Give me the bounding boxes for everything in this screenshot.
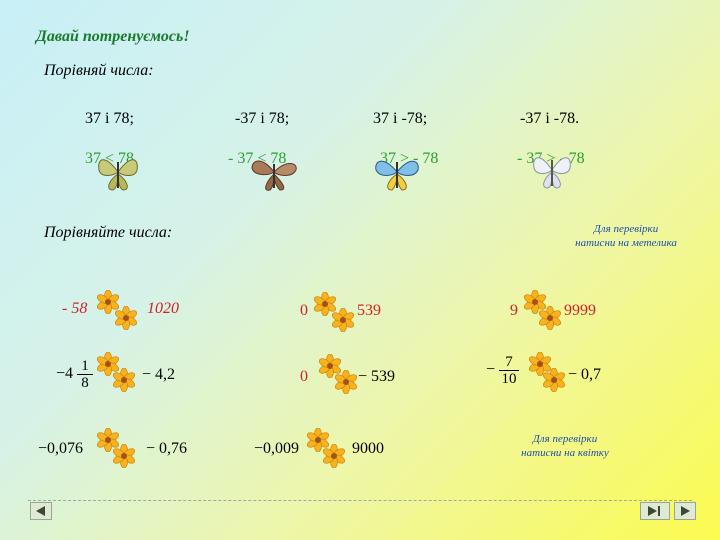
row2-a-right: − 4,2: [142, 366, 176, 383]
flower-icon[interactable]: [114, 306, 138, 330]
flower-icon[interactable]: [542, 368, 566, 392]
hint-flower-line-2: натисни на квітку: [521, 447, 609, 459]
pair-2: -37 і 78;: [235, 110, 290, 127]
hint-flower-line-1: Для перевірки: [532, 433, 598, 445]
row1-c-left: 9: [510, 302, 518, 319]
row1-b-right: 539: [357, 302, 381, 319]
pair-3: 37 і -78;: [373, 110, 428, 127]
row2-b-left: 0: [300, 368, 308, 385]
row2-c-den: 10: [501, 371, 517, 387]
nav-end-icon: [648, 506, 660, 516]
answer-2: - 37 < 78: [228, 150, 287, 167]
row3-b-left: −0,009: [254, 440, 300, 457]
flower-icon[interactable]: [322, 444, 346, 468]
row2-c-num: 7: [505, 354, 513, 370]
nav-prev-button[interactable]: [30, 502, 52, 520]
flower-icon[interactable]: [334, 370, 358, 394]
row3-a-left: −0,076: [38, 440, 84, 457]
hint-butterfly-line-1: Для перевірки: [593, 223, 659, 235]
flower-icon[interactable]: [112, 444, 136, 468]
answer-3: 37 > - 78: [380, 150, 439, 167]
flower-icon[interactable]: [331, 308, 355, 332]
nav-end-button[interactable]: [640, 502, 670, 520]
hint-butterfly-line-2: натисни на метелика: [575, 237, 677, 249]
row2-a-left: −4 1 8: [56, 358, 94, 391]
row2-c-minus: −: [486, 361, 496, 379]
answer-1: 37 < 78: [85, 150, 135, 167]
pair-4: -37 і -78.: [520, 110, 580, 127]
nav-next-icon: [681, 506, 690, 516]
butterfly-icon[interactable]: [372, 152, 422, 194]
row1-b-left: 0: [300, 302, 308, 319]
row2-b-right: − 539: [358, 368, 396, 385]
hint-flower: Для перевірки натисни на квітку: [502, 432, 628, 460]
page-title: Давай потренуємось!: [36, 28, 190, 45]
butterfly-icon[interactable]: [530, 150, 574, 192]
nav-next-button[interactable]: [674, 502, 696, 520]
row2-a-den: 8: [81, 375, 89, 391]
bottom-divider: [28, 500, 692, 501]
row1-a-left: - 58: [62, 300, 88, 317]
pair-1: 37 і 78;: [85, 110, 134, 127]
hint-butterfly: Для перевірки натисни на метелика: [558, 222, 694, 250]
flower-icon[interactable]: [112, 368, 136, 392]
row2-a-whole: −4: [56, 365, 74, 383]
compare-prompt-1: Порівняй числа:: [44, 62, 154, 79]
flower-icon[interactable]: [538, 306, 562, 330]
nav-prev-icon: [36, 506, 45, 516]
row2-a-fraction: 1 8: [77, 358, 94, 391]
row1-a-right: 1020: [147, 300, 179, 317]
row2-a-num: 1: [81, 358, 89, 374]
butterfly-icon[interactable]: [95, 152, 141, 194]
row1-c-right: 9999: [564, 302, 596, 319]
row2-c-left: − 7 10: [486, 354, 520, 387]
row2-c-right: − 0,7: [568, 366, 602, 383]
row2-c-fraction: 7 10: [499, 354, 520, 387]
butterfly-icon[interactable]: [248, 152, 300, 194]
compare-prompt-2: Порівняйте числа:: [44, 224, 173, 241]
row3-a-right: − 0,76: [146, 440, 188, 457]
row3-b-right: 9000: [352, 440, 384, 457]
